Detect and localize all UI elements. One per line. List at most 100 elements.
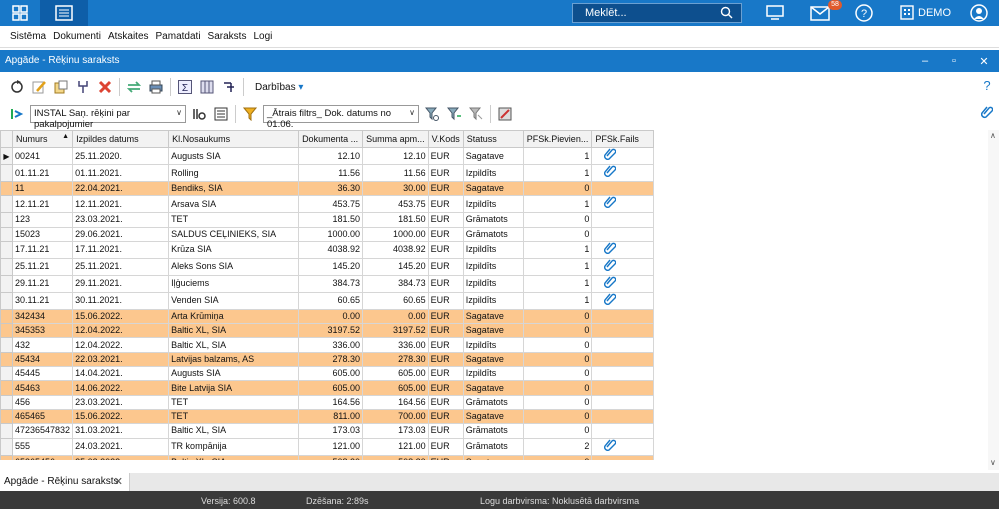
table-cell[interactable]: 14.06.2022. <box>72 380 170 396</box>
row-indicator[interactable] <box>0 337 13 353</box>
column-header[interactable]: PFSk.Pievien... <box>522 130 593 148</box>
table-cell[interactable]: 01.11.2021. <box>72 164 170 182</box>
search-input[interactable]: Meklēt... <box>572 3 742 23</box>
table-cell[interactable]: 0 <box>522 180 593 197</box>
row-indicator[interactable] <box>0 423 13 439</box>
table-cell[interactable]: Izpildīts <box>462 366 524 382</box>
refresh-icon[interactable] <box>6 77 28 97</box>
table-cell[interactable]: 15.06.2022. <box>72 308 170 325</box>
table-cell[interactable]: 17.11.2021. <box>72 240 170 259</box>
table-cell[interactable]: EUR <box>427 274 464 293</box>
menu-item[interactable]: Dokumenti <box>53 31 101 42</box>
table-cell[interactable]: 145.20 <box>298 257 364 276</box>
table-row[interactable]: 123 23.03.2021. TET 181.50 181.50 EUR Grāmatot… <box>0 212 655 228</box>
table-cell[interactable]: Arsava SIA <box>168 195 300 214</box>
table-cell[interactable]: 11.56 <box>362 164 429 182</box>
table-cell[interactable]: Izpildīts <box>462 240 524 259</box>
table-cell[interactable]: 0 <box>522 408 593 425</box>
table-cell[interactable]: Sagatave <box>462 323 524 339</box>
filter-icon[interactable] <box>239 104 261 124</box>
copy-icon[interactable] <box>50 77 72 97</box>
table-cell[interactable]: 173.03 <box>362 423 429 439</box>
table-cell[interactable]: Izpildīts <box>462 274 524 293</box>
table-cell[interactable] <box>591 308 655 325</box>
table-cell[interactable]: 12.11.21 <box>11 195 74 214</box>
transfer-icon[interactable] <box>123 77 145 97</box>
vertical-scrollbar[interactable]: ∧ ∨ <box>988 130 999 470</box>
table-cell[interactable]: EUR <box>427 226 464 242</box>
table-cell[interactable]: 1 <box>522 195 593 214</box>
table-cell[interactable] <box>591 240 655 259</box>
table-cell[interactable]: 164.56 <box>298 394 364 410</box>
maximize-icon[interactable]: ▫ <box>952 55 956 67</box>
table-cell[interactable]: 29.11.2021. <box>72 274 170 293</box>
row-indicator[interactable] <box>0 366 13 382</box>
table-cell[interactable]: 60.65 <box>298 291 364 310</box>
menu-item[interactable]: Saraksts <box>207 31 247 42</box>
table-cell[interactable]: TET <box>168 394 300 410</box>
table-cell[interactable]: 01.11.21 <box>11 164 74 182</box>
table-row[interactable]: 45463 14.06.2022. Bite Latvija SIA 605.00 60… <box>0 380 655 396</box>
attachment-icon[interactable] <box>604 439 617 451</box>
table-cell[interactable]: EUR <box>427 291 464 310</box>
table-row[interactable]: 29.11.21 29.11.2021. Iļģuciems 384.73 384.73… <box>0 274 655 293</box>
attachment-icon[interactable] <box>604 242 617 254</box>
table-cell[interactable]: 30.11.21 <box>11 291 74 310</box>
column-header[interactable]: Kl.Nosaukums <box>168 130 300 148</box>
table-cell[interactable]: Izpildīts <box>462 195 524 214</box>
table-cell[interactable]: 605.00 <box>298 380 364 396</box>
table-cell[interactable] <box>591 164 655 182</box>
table-cell[interactable]: EUR <box>427 323 464 339</box>
table-cell[interactable]: Baltic XL, SIA <box>168 323 300 339</box>
table-cell[interactable]: 605.00 <box>298 366 364 382</box>
table-cell[interactable]: 12.04.2022. <box>72 323 170 339</box>
menu-item[interactable]: Logi <box>253 31 273 42</box>
table-cell[interactable]: Sagatave <box>462 308 524 325</box>
table-cell[interactable]: EUR <box>427 337 464 353</box>
table-cell[interactable]: 1000.00 <box>298 226 364 242</box>
table-cell[interactable]: Baltic XL, SIA <box>168 423 300 439</box>
table-cell[interactable] <box>591 380 655 396</box>
table-cell[interactable] <box>591 337 655 353</box>
attachment-icon[interactable] <box>604 165 617 177</box>
table-cell[interactable]: 173.03 <box>298 423 364 439</box>
table-cell[interactable]: 465465 <box>11 408 74 425</box>
row-indicator[interactable] <box>0 257 13 276</box>
table-cell[interactable]: 336.00 <box>362 337 429 353</box>
table-row[interactable]: 456 23.03.2021. TET 164.56 164.56 EUR Grāmatot… <box>0 394 655 410</box>
export-icon[interactable] <box>494 104 516 124</box>
table-cell[interactable]: 181.50 <box>362 212 429 228</box>
row-indicator[interactable] <box>0 437 13 456</box>
table-cell[interactable]: 23.03.2021. <box>72 212 170 228</box>
table-cell[interactable]: 30.00 <box>362 180 429 197</box>
table-cell[interactable]: 1 <box>522 291 593 310</box>
table-cell[interactable]: Venden SIA <box>168 291 300 310</box>
table-cell[interactable]: 1 <box>522 274 593 293</box>
table-cell[interactable]: Sagatave <box>462 147 524 165</box>
row-indicator[interactable] <box>0 291 13 310</box>
table-cell[interactable] <box>591 274 655 293</box>
table-cell[interactable]: 555 <box>11 437 74 456</box>
table-cell[interactable]: Grāmatots <box>462 423 524 439</box>
scroll-up-icon[interactable]: ∧ <box>990 131 996 140</box>
table-cell[interactable]: Sagatave <box>462 454 524 460</box>
table-cell[interactable]: 0 <box>522 423 593 439</box>
table-cell[interactable]: 164.56 <box>362 394 429 410</box>
table-cell[interactable] <box>591 454 655 460</box>
merge-icon[interactable] <box>72 77 94 97</box>
minimize-icon[interactable]: – <box>921 55 929 67</box>
table-cell[interactable]: 700.00 <box>362 408 429 425</box>
row-indicator[interactable] <box>0 394 13 410</box>
table-cell[interactable]: 60.65 <box>362 291 429 310</box>
table-cell[interactable]: 45445 <box>11 366 74 382</box>
table-cell[interactable]: 4038.92 <box>362 240 429 259</box>
table-cell[interactable]: 0 <box>522 380 593 396</box>
table-cell[interactable]: EUR <box>427 454 464 460</box>
row-indicator[interactable] <box>0 180 13 197</box>
row-indicator[interactable] <box>0 164 13 182</box>
table-row[interactable]: 6536545625.03.2022.Baltic XL, SIA508.205… <box>0 454 655 460</box>
table-cell[interactable]: 384.73 <box>298 274 364 293</box>
table-cell[interactable]: 23.03.2021. <box>72 394 170 410</box>
filter-clear-icon[interactable] <box>465 104 487 124</box>
table-cell[interactable]: 31.03.2021. <box>72 423 170 439</box>
